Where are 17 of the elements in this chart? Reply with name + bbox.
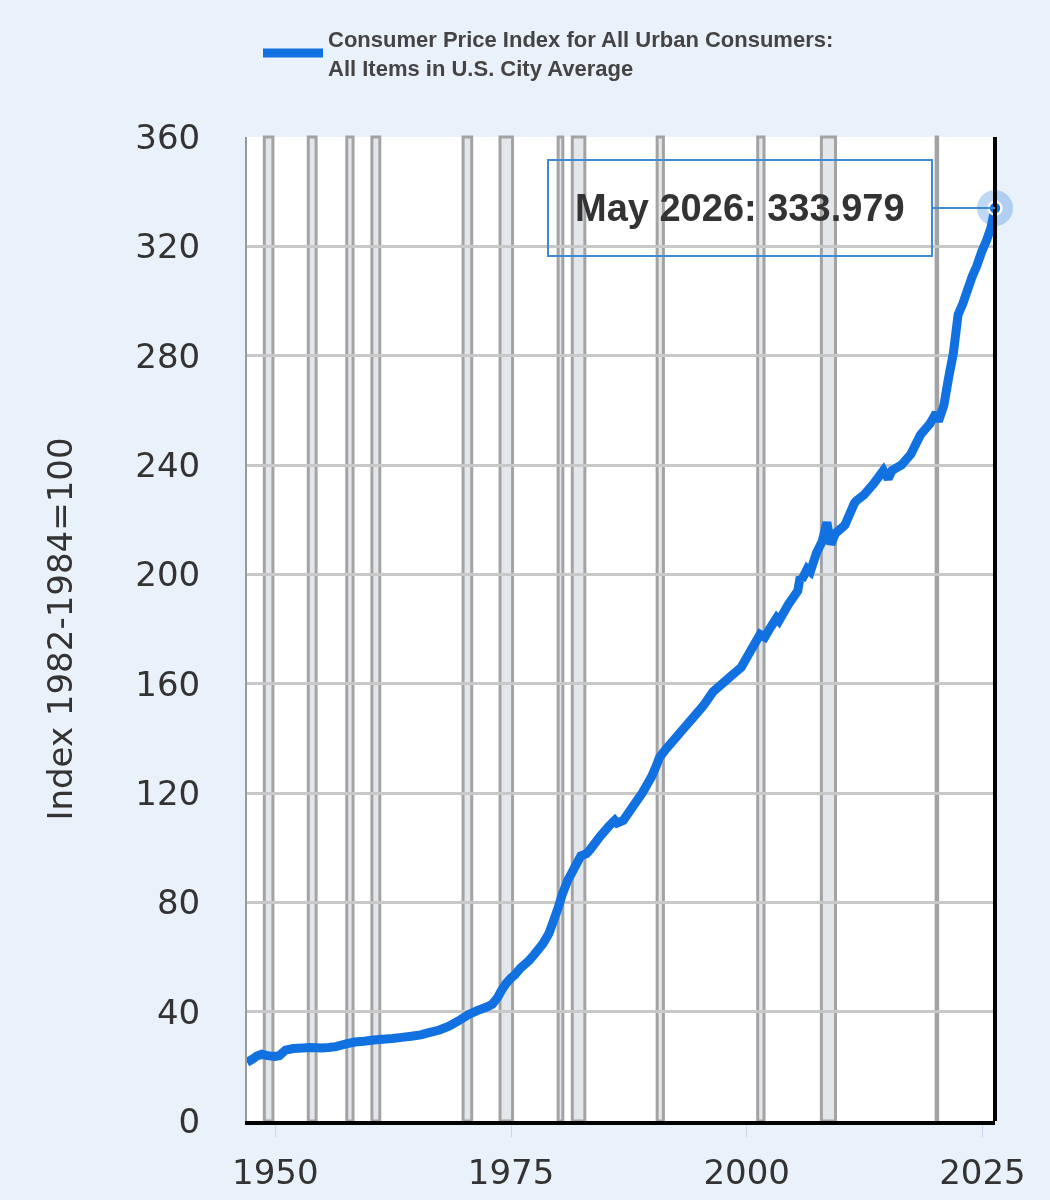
y-tick-label: 0 <box>178 1100 201 1141</box>
y-tick-label: 320 <box>135 226 201 267</box>
y-tick-label: 80 <box>156 882 201 923</box>
legend-label: Consumer Price Index for All Urban Consumers: All Items in U.S. City Average <box>328 27 834 81</box>
y-axis-title: Index 1982-1984=100 <box>40 437 81 821</box>
x-tick-label: 2000 <box>703 1151 790 1192</box>
annotation: May 2026: 333.979 <box>575 187 905 229</box>
y-tick-label: 120 <box>135 772 201 813</box>
y-tick-label: 160 <box>135 663 201 704</box>
y-tick-label: 360 <box>135 116 201 157</box>
x-tick-label: 1975 <box>467 1151 555 1192</box>
y-tick-label: 200 <box>135 554 201 595</box>
x-tick-label: 2025 <box>939 1151 1026 1192</box>
y-tick-label: 280 <box>135 335 201 376</box>
y-tick-label: 40 <box>156 991 201 1032</box>
x-tick-label: 1950 <box>232 1151 319 1192</box>
y-tick-label: 240 <box>135 444 201 485</box>
